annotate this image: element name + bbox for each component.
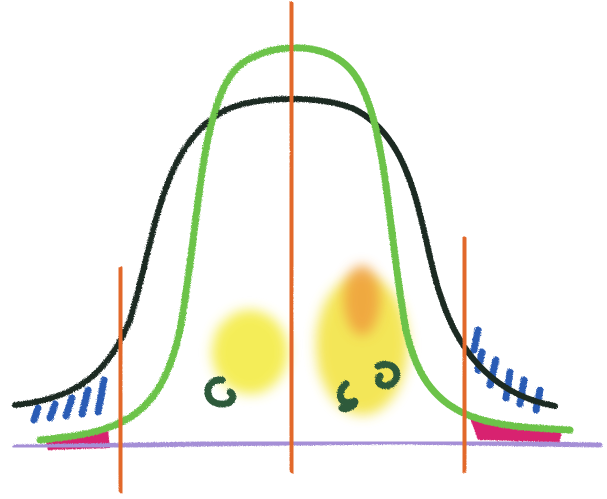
- baseline: [12, 439, 603, 450]
- right-line: [459, 236, 470, 474]
- left-line: [115, 266, 126, 494]
- yellow-blob: [212, 310, 288, 394]
- yellow-blob: [316, 275, 408, 415]
- blue-hatches: [30, 326, 544, 424]
- center-line: [286, 1, 297, 474]
- curls: [204, 361, 401, 413]
- orange-glow: [344, 265, 380, 335]
- narrow-curve: [36, 44, 574, 444]
